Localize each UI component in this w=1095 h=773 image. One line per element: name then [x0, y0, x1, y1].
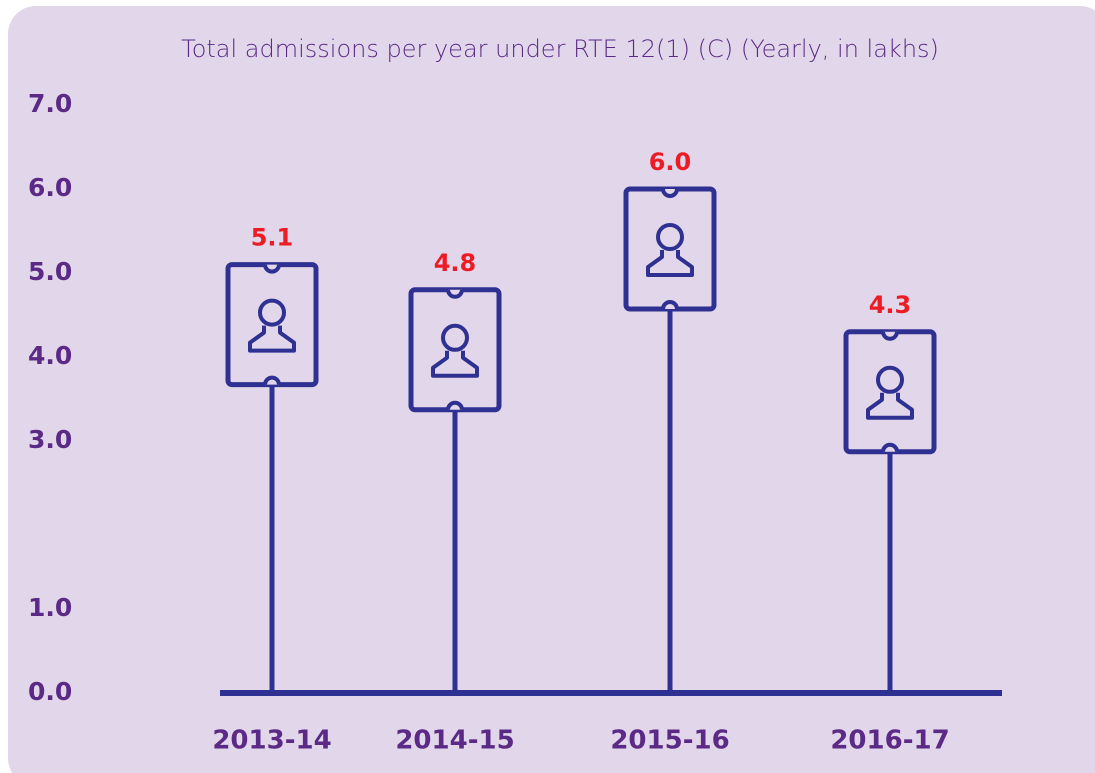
ticket-notch: [263, 264, 281, 274]
x-tick-label: 2014-15: [395, 726, 514, 756]
person-head: [876, 365, 904, 394]
y-tick-label: 3.0: [28, 425, 72, 454]
person-head: [258, 298, 286, 327]
person-head: [441, 323, 469, 352]
person-body: [431, 350, 479, 378]
ticket-notch: [446, 400, 464, 411]
person-body: [866, 392, 914, 420]
value-label: 6.0: [649, 148, 692, 176]
person-head: [656, 223, 684, 251]
y-tick-label: 5.0: [28, 257, 72, 286]
person-body: [248, 325, 296, 353]
ticket-notch: [661, 300, 679, 310]
person-body: [646, 250, 694, 277]
ticket-notch: [881, 331, 899, 341]
x-tick-label: 2013-14: [212, 726, 331, 756]
y-tick-label: 6.0: [28, 173, 72, 202]
y-tick-label: 4.0: [28, 341, 72, 370]
chart-title: Total admissions per year under RTE 12(1…: [181, 35, 939, 63]
y-tick-label: 0.0: [28, 677, 72, 706]
ticket-notch: [263, 375, 281, 385]
panel: [8, 6, 1095, 773]
value-label: 4.3: [869, 291, 912, 319]
value-label: 5.1: [251, 224, 294, 252]
x-tick-label: 2015-16: [610, 726, 729, 756]
x-tick-label: 2016-17: [830, 726, 949, 756]
ticket-notch: [661, 188, 679, 198]
ticket-notch: [881, 442, 899, 453]
y-tick-label: 1.0: [28, 593, 72, 622]
ticket-notch: [446, 289, 464, 299]
value-label: 4.8: [434, 249, 477, 277]
y-tick-label: 7.0: [28, 89, 72, 118]
